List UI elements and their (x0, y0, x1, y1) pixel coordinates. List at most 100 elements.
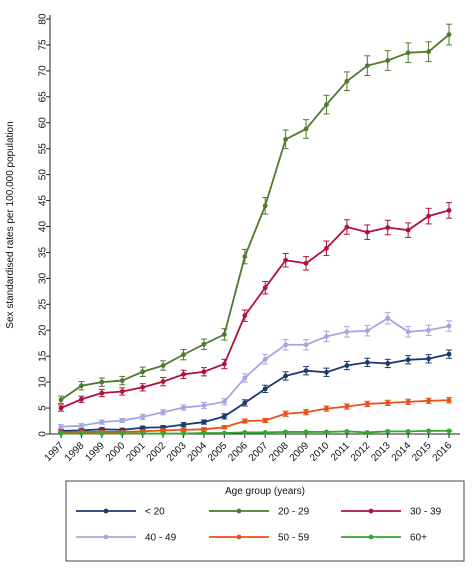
legend-item: 20 - 29 (209, 507, 310, 518)
data-point (79, 423, 84, 429)
data-point (405, 329, 411, 335)
data-point (79, 383, 84, 389)
data-point (242, 254, 248, 259)
data-point (385, 315, 391, 321)
data-point (242, 418, 248, 424)
data-point (283, 411, 289, 417)
x-tick-label: 1999 (83, 440, 107, 464)
data-point (221, 399, 227, 405)
legend-label: 60+ (410, 533, 427, 544)
data-point (119, 418, 125, 423)
data-point (181, 427, 186, 433)
legend-swatch-marker (103, 508, 109, 514)
series-line (60, 353, 450, 432)
data-point (221, 361, 227, 367)
data-point (242, 400, 248, 406)
data-point (426, 398, 431, 404)
data-point (58, 431, 64, 436)
x-tick-group: 1997199819992000200120022003200420052006… (43, 434, 455, 464)
data-point (221, 413, 227, 419)
data-point (426, 356, 431, 362)
data-point (221, 430, 227, 436)
data-point (446, 397, 452, 403)
data-point (344, 429, 350, 434)
data-point (385, 225, 391, 230)
legend-label: < 20 (145, 507, 165, 518)
x-tick-label: 2007 (247, 440, 271, 464)
data-point (119, 431, 125, 436)
data-point (119, 378, 125, 383)
data-point (405, 227, 411, 233)
legend-item: < 20 (76, 507, 165, 518)
data-point (99, 419, 105, 425)
data-point (140, 431, 146, 436)
data-point (303, 260, 309, 266)
data-point (426, 327, 431, 333)
data-point (385, 429, 391, 434)
data-point (160, 379, 166, 385)
legend-swatch-marker (103, 534, 109, 540)
data-point (181, 371, 186, 377)
data-point (283, 342, 289, 348)
data-point (446, 32, 452, 37)
x-tick-label: 2005 (206, 440, 230, 464)
x-tick-label: 2016 (431, 440, 455, 464)
x-tick-label: 2011 (329, 440, 352, 463)
y-tick-label: 10 (38, 376, 49, 388)
data-point (405, 429, 411, 434)
data-point (344, 224, 350, 230)
series-line (60, 209, 450, 409)
data-point (79, 396, 84, 402)
data-point (262, 356, 268, 362)
y-tick-label: 20 (38, 324, 49, 336)
series-3 (58, 312, 452, 430)
data-point (201, 341, 207, 347)
data-point (242, 313, 248, 319)
data-point (426, 213, 431, 219)
data-point (58, 397, 64, 403)
data-point (160, 409, 166, 415)
legend-item: 50 - 59 (209, 533, 310, 544)
data-point (344, 78, 350, 84)
y-tick-label: 65 (38, 91, 49, 103)
data-point (283, 429, 289, 435)
data-point (446, 323, 452, 329)
y-tick-label: 60 (38, 117, 49, 129)
data-point (181, 405, 186, 410)
data-point (140, 369, 146, 375)
y-tick-label: 5 (38, 405, 49, 411)
legend-label: 20 - 29 (278, 507, 310, 518)
data-point (446, 428, 452, 434)
y-tick-label: 35 (38, 246, 49, 258)
data-point (181, 431, 186, 436)
data-point (405, 399, 411, 405)
data-point (364, 63, 370, 69)
series-line (60, 33, 450, 401)
data-point (58, 424, 64, 430)
series-layer (58, 23, 452, 436)
data-point (364, 328, 370, 334)
data-point (140, 414, 146, 420)
legend-label: 50 - 59 (278, 533, 310, 544)
data-point (160, 431, 166, 436)
legend-swatch-marker (368, 534, 374, 540)
y-tick-label: 80 (38, 13, 49, 25)
y-tick-label: 30 (38, 272, 49, 284)
data-point (303, 429, 309, 435)
x-tick-label: 2001 (124, 440, 148, 464)
data-point (221, 424, 227, 430)
x-tick-label: 2003 (165, 440, 189, 464)
y-tick-label: 55 (38, 143, 49, 155)
x-tick-label: 2002 (145, 440, 169, 464)
x-tick-label: 2013 (369, 440, 393, 464)
data-point (303, 409, 309, 415)
y-tick-label: 70 (38, 65, 49, 77)
data-point (446, 351, 452, 357)
y-tick-label: 45 (38, 195, 49, 207)
y-tick-label: 50 (38, 169, 49, 181)
data-point (58, 405, 64, 411)
data-point (79, 431, 84, 436)
legend-item: 30 - 39 (341, 507, 442, 518)
